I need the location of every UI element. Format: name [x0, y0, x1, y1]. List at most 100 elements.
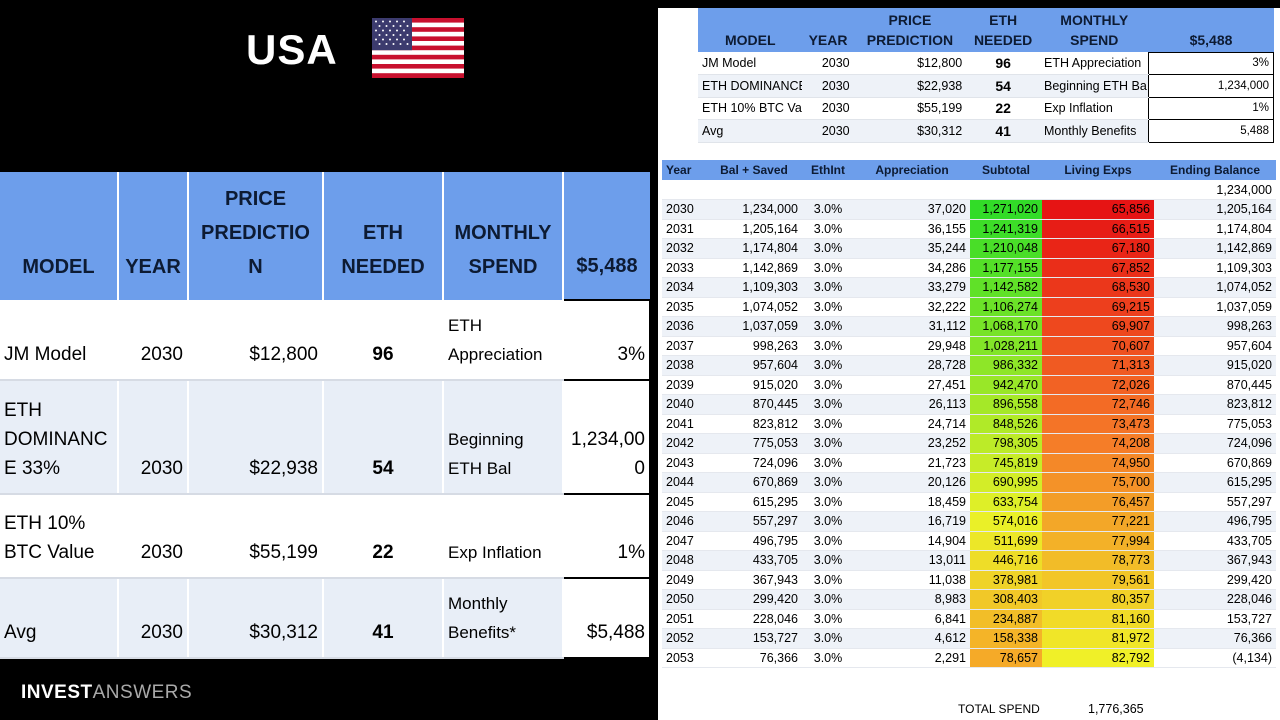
cell-subtotal: 633,754 — [970, 492, 1042, 512]
projection-row: 2050 299,420 3.0% 8,983 308,403 80,357 228,046 — [662, 589, 1276, 610]
price-prediction: $30,312 — [853, 119, 967, 143]
param-input[interactable]: 1% — [1148, 96, 1274, 120]
param-input[interactable]: 3% — [562, 299, 651, 381]
param-label: ETH Appreciation — [1039, 52, 1149, 75]
cell-living-exps: 77,994 — [1042, 531, 1154, 551]
cell-bal-saved: 496,795 — [706, 531, 802, 551]
cell-subtotal: 1,271,020 — [970, 199, 1042, 220]
summary-row: JM Model 2030 $12,800 96 ETH Appreciatio… — [0, 299, 651, 381]
cell-appreciation: 23,252 — [854, 433, 970, 454]
cell-living-exps: 72,026 — [1042, 375, 1154, 395]
model-year: 2030 — [802, 52, 854, 75]
cell-subtotal: 745,819 — [970, 453, 1042, 473]
cell-ending-balance: 957,604 — [1154, 336, 1276, 356]
cell-year: 2051 — [662, 609, 706, 629]
cell-ending-balance: 1,074,052 — [1154, 277, 1276, 298]
cell-bal-saved: 670,869 — [706, 472, 802, 493]
cell-subtotal: 511,699 — [970, 531, 1042, 551]
price-prediction: $12,800 — [188, 300, 324, 381]
opening-balance: 1,234,000 — [1154, 180, 1276, 200]
cell-living-exps: 76,457 — [1042, 492, 1154, 512]
cell-year: 2048 — [662, 550, 706, 571]
param-input[interactable]: 1% — [562, 493, 651, 579]
model-year: 2030 — [802, 74, 854, 98]
cell-ethint: 3.0% — [802, 550, 854, 571]
cell-appreciation: 2,291 — [854, 648, 970, 668]
model-name: Avg — [0, 578, 119, 659]
cell-appreciation: 36,155 — [854, 219, 970, 239]
cell-year: 2037 — [662, 336, 706, 356]
cell-year: 2053 — [662, 648, 706, 668]
cell-year: 2030 — [662, 199, 706, 220]
cell-ending-balance: 433,705 — [1154, 531, 1276, 551]
param-input[interactable]: 1,234,00 0 — [562, 379, 651, 495]
cell-living-exps: 72,746 — [1042, 394, 1154, 415]
opening-balance-row: 1,234,000 — [662, 180, 1276, 200]
cell-living-exps: 66,515 — [1042, 219, 1154, 239]
cell-ending-balance: 998,263 — [1154, 316, 1276, 337]
cell-ethint: 3.0% — [802, 394, 854, 415]
cell-bal-saved: 615,295 — [706, 492, 802, 512]
cell-bal-saved: 1,142,869 — [706, 258, 802, 278]
cell-bal-saved: 76,366 — [706, 648, 802, 668]
cell-ethint: 3.0% — [802, 414, 854, 434]
cell-ending-balance: 1,174,804 — [1154, 219, 1276, 239]
param-label: Beginning ETH Ba — [1039, 74, 1149, 98]
cell-ethint: 3.0% — [802, 219, 854, 239]
model-year: 2030 — [118, 300, 189, 381]
cell-bal-saved: 153,727 — [706, 628, 802, 649]
cell-year: 2036 — [662, 316, 706, 337]
col-header-appreciation: Appreciation — [854, 160, 970, 180]
param-input[interactable]: 1,234,000 — [1148, 74, 1274, 98]
cell-ending-balance: 228,046 — [1154, 589, 1276, 610]
cell-subtotal: 308,403 — [970, 589, 1042, 610]
cell-subtotal: 1,210,048 — [970, 238, 1042, 259]
cell-living-exps: 77,221 — [1042, 511, 1154, 532]
cell-appreciation: 20,126 — [854, 472, 970, 493]
cell-bal-saved: 1,234,000 — [706, 199, 802, 220]
projection-row: 2052 153,727 3.0% 4,612 158,338 81,972 76,366 — [662, 628, 1276, 649]
col-header-eth-needed: ETH NEEDED — [323, 172, 444, 300]
cell-appreciation: 4,612 — [854, 628, 970, 649]
projection-row: 2031 1,205,164 3.0% 36,155 1,241,319 66,515 1,… — [662, 219, 1276, 239]
cell-bal-saved: 1,109,303 — [706, 277, 802, 298]
cell-appreciation: 8,983 — [854, 589, 970, 610]
cell-living-exps: 67,852 — [1042, 258, 1154, 278]
projection-row: 2042 775,053 3.0% 23,252 798,305 74,208 724,09… — [662, 433, 1276, 454]
cell-appreciation: 24,714 — [854, 414, 970, 434]
cell-subtotal: 378,981 — [970, 570, 1042, 590]
sheet-summary-header: MODEL YEAR PRICE PREDICTION ETH NEEDED M… — [698, 8, 1274, 52]
cell-appreciation: 11,038 — [854, 570, 970, 590]
cell-appreciation: 28,728 — [854, 355, 970, 376]
price-prediction: $22,938 — [188, 380, 324, 495]
projection-row: 2046 557,297 3.0% 16,719 574,016 77,221 496,79… — [662, 511, 1276, 532]
model-name: ETH DOMINANC E 33% — [0, 380, 119, 495]
param-input[interactable]: 5,488 — [1148, 119, 1274, 143]
cell-living-exps: 73,473 — [1042, 414, 1154, 434]
cell-ending-balance: 496,795 — [1154, 511, 1276, 532]
cell-living-exps: 69,215 — [1042, 297, 1154, 317]
cell-subtotal: 896,558 — [970, 394, 1042, 415]
model-year: 2030 — [118, 494, 189, 579]
sheet-summary-row: JM Model 2030 $12,800 96 ETH Appreciatio… — [698, 51, 1274, 75]
projection-row: 2051 228,046 3.0% 6,841 234,887 81,160 153,727 — [662, 609, 1276, 629]
cell-ethint: 3.0% — [802, 492, 854, 512]
cell-ethint: 3.0% — [802, 336, 854, 356]
cell-year: 2045 — [662, 492, 706, 512]
param-input[interactable]: 3% — [1148, 51, 1274, 75]
cell-bal-saved: 957,604 — [706, 355, 802, 376]
col-header-bal-saved: Bal + Saved — [706, 160, 802, 180]
cell-subtotal: 1,106,274 — [970, 297, 1042, 317]
param-input[interactable]: $5,488 — [562, 577, 651, 659]
cell-year: 2047 — [662, 531, 706, 551]
cell-ending-balance: 299,420 — [1154, 570, 1276, 590]
projection-row: 2037 998,263 3.0% 29,948 1,028,211 70,607 957,… — [662, 336, 1276, 356]
eth-needed: 41 — [966, 119, 1040, 143]
cell-living-exps: 70,607 — [1042, 336, 1154, 356]
price-prediction: $22,938 — [853, 74, 967, 98]
cell-subtotal: 1,068,170 — [970, 316, 1042, 337]
cell-bal-saved: 1,174,804 — [706, 238, 802, 259]
projection-row: 2047 496,795 3.0% 14,904 511,699 77,994 433,70… — [662, 531, 1276, 551]
cell-living-exps: 68,530 — [1042, 277, 1154, 298]
cell-ending-balance: (4,134) — [1154, 648, 1276, 668]
